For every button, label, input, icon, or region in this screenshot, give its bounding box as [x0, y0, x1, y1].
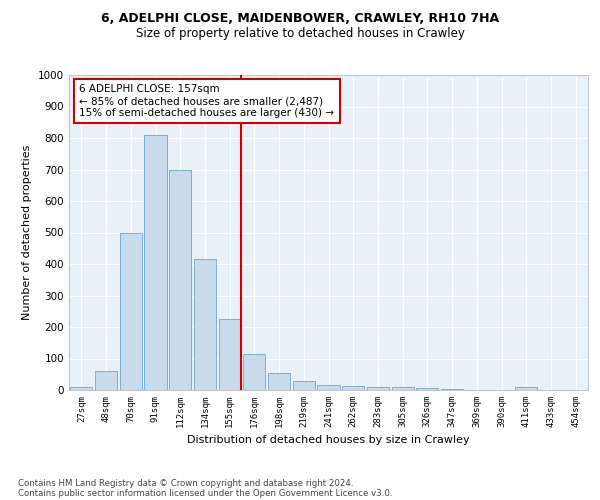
Bar [293, 380, 315, 390]
Bar [194, 260, 216, 390]
Bar [317, 386, 340, 390]
Text: Size of property relative to detached houses in Crawley: Size of property relative to detached ho… [136, 28, 464, 40]
Bar [416, 388, 439, 390]
Bar [70, 388, 92, 390]
X-axis label: Distribution of detached houses by size in Crawley: Distribution of detached houses by size … [187, 436, 470, 446]
Text: 6 ADELPHI CLOSE: 157sqm
← 85% of detached houses are smaller (2,487)
15% of semi: 6 ADELPHI CLOSE: 157sqm ← 85% of detache… [79, 84, 334, 117]
Bar [441, 389, 463, 390]
Text: 6, ADELPHI CLOSE, MAIDENBOWER, CRAWLEY, RH10 7HA: 6, ADELPHI CLOSE, MAIDENBOWER, CRAWLEY, … [101, 12, 499, 26]
Bar [243, 354, 265, 390]
Bar [218, 319, 241, 390]
Text: Contains public sector information licensed under the Open Government Licence v3: Contains public sector information licen… [18, 488, 392, 498]
Bar [268, 372, 290, 390]
Bar [342, 386, 364, 390]
Bar [119, 232, 142, 390]
Bar [169, 170, 191, 390]
Bar [367, 387, 389, 390]
Text: Contains HM Land Registry data © Crown copyright and database right 2024.: Contains HM Land Registry data © Crown c… [18, 478, 353, 488]
Bar [95, 371, 117, 390]
Bar [145, 135, 167, 390]
Y-axis label: Number of detached properties: Number of detached properties [22, 145, 32, 320]
Bar [392, 388, 414, 390]
Bar [515, 387, 538, 390]
